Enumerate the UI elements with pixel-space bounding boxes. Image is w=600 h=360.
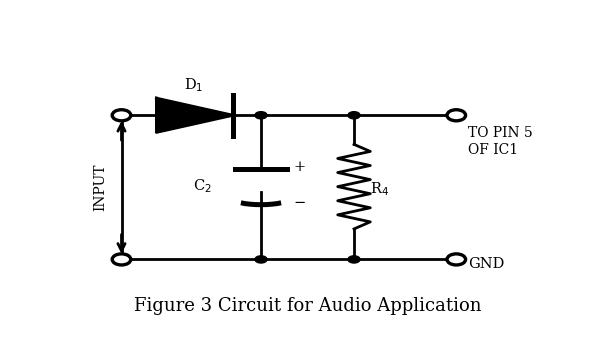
Circle shape <box>447 110 466 121</box>
Text: TO PIN 5
OF IC1: TO PIN 5 OF IC1 <box>468 126 533 157</box>
Text: C$_2$: C$_2$ <box>193 177 212 195</box>
Circle shape <box>112 110 131 121</box>
Circle shape <box>255 256 267 263</box>
Text: GND: GND <box>468 257 504 271</box>
Text: −: − <box>293 195 306 210</box>
Circle shape <box>112 254 131 265</box>
Text: Figure 3 Circuit for Audio Application: Figure 3 Circuit for Audio Application <box>134 297 481 315</box>
Circle shape <box>348 112 360 119</box>
Text: D$_1$: D$_1$ <box>184 77 203 94</box>
Text: R$_4$: R$_4$ <box>370 180 389 198</box>
Text: +: + <box>293 159 305 174</box>
Circle shape <box>447 254 466 265</box>
Text: INPUT: INPUT <box>94 163 107 211</box>
Polygon shape <box>157 98 233 132</box>
Circle shape <box>255 112 267 119</box>
Circle shape <box>348 256 360 263</box>
